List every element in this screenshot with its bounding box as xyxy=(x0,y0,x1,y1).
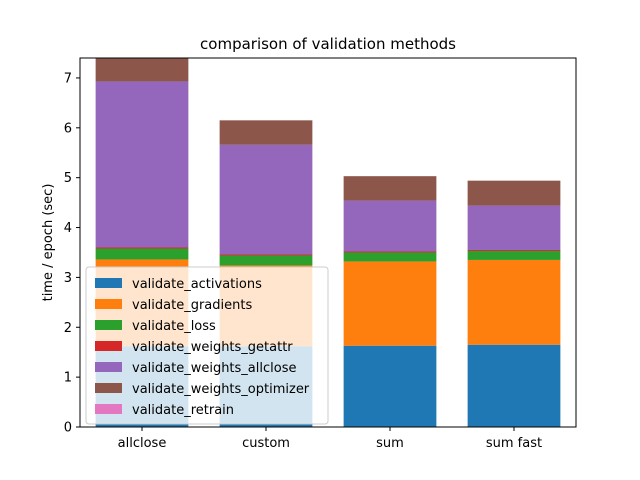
bar-validate-loss-allclose xyxy=(95,248,189,260)
legend-label-validate-activations: validate_activations xyxy=(132,277,262,292)
bar-validate-weights-allclose-custom xyxy=(219,144,313,255)
legend-label-validate-retrain: validate_retrain xyxy=(132,403,234,418)
bar-validate-weights-optimizer-custom xyxy=(219,120,313,145)
legend-swatch-validate-activations xyxy=(95,278,122,288)
legend-swatch-validate-weights-optimizer xyxy=(95,383,122,393)
y-tick-label: 4 xyxy=(64,221,72,236)
x-axis: allclose custom sum sum fast xyxy=(118,427,542,451)
x-tick-label: sum xyxy=(376,436,404,451)
x-tick-label: allclose xyxy=(118,436,167,451)
y-tick-label: 3 xyxy=(64,271,72,286)
legend-label-validate-weights-getattr: validate_weights_getattr xyxy=(132,340,293,355)
legend-swatch-validate-weights-getattr xyxy=(95,341,122,351)
legend-label-validate-loss: validate_loss xyxy=(132,319,216,334)
bar-validate-weights-getattr-sum-fast xyxy=(467,249,561,251)
bar-validate-weights-getattr-custom xyxy=(219,254,313,256)
bar-validate-activations-sum-fast xyxy=(467,344,561,427)
plot-frame xyxy=(79,57,577,428)
legend-label-validate-weights-optimizer: validate_weights_optimizer xyxy=(132,382,310,397)
legend-label-validate-gradients: validate_gradients xyxy=(132,298,252,313)
legend: validate_activations validate_gradientsva… xyxy=(85,266,329,425)
bar-validate-weights-getattr-sum xyxy=(343,251,437,253)
y-tick-label: 5 xyxy=(64,171,72,186)
bar-validate-weights-optimizer-sum-fast xyxy=(467,180,561,206)
legend-swatch-validate-loss xyxy=(95,320,122,330)
chart-title: comparison of validation methods xyxy=(200,35,456,53)
bar-validate-weights-allclose-allclose xyxy=(95,81,189,248)
bar-validate-weights-getattr-allclose xyxy=(95,247,189,249)
bar-validate-gradients-sum xyxy=(343,261,437,346)
y-axis: 0 1 2 3 4 5 6 7 xyxy=(64,71,80,436)
y-tick-label: 2 xyxy=(64,321,72,336)
bar-validate-gradients-sum-fast xyxy=(467,259,561,345)
y-tick-label: 1 xyxy=(64,371,72,386)
bar-validate-activations-sum xyxy=(343,345,437,427)
bar-validate-weights-optimizer-allclose xyxy=(95,58,189,82)
x-tick-label: sum fast xyxy=(486,436,542,451)
y-tick-label: 0 xyxy=(64,421,72,436)
legend-swatch-validate-retrain xyxy=(95,404,122,414)
bar-validate-loss-sum xyxy=(343,252,437,262)
bar-validate-loss-sum-fast xyxy=(467,250,561,260)
bar-validate-loss-custom xyxy=(219,255,313,266)
legend-label-validate-weights-allclose: validate_weights_allclose xyxy=(132,361,296,376)
legend-box xyxy=(85,266,329,425)
x-tick-label: custom xyxy=(242,436,290,451)
y-tick-label: 7 xyxy=(64,71,72,86)
legend-swatch-validate-weights-allclose xyxy=(95,362,122,372)
legend-swatch-validate-gradients xyxy=(95,299,122,309)
y-tick-label: 6 xyxy=(64,121,72,136)
y-axis-label: time / epoch (sec) xyxy=(41,184,56,302)
bar-validate-weights-allclose-sum xyxy=(343,200,437,252)
bar-validate-weights-optimizer-sum xyxy=(343,176,437,201)
bar-validate-weights-allclose-sum-fast xyxy=(467,205,561,250)
